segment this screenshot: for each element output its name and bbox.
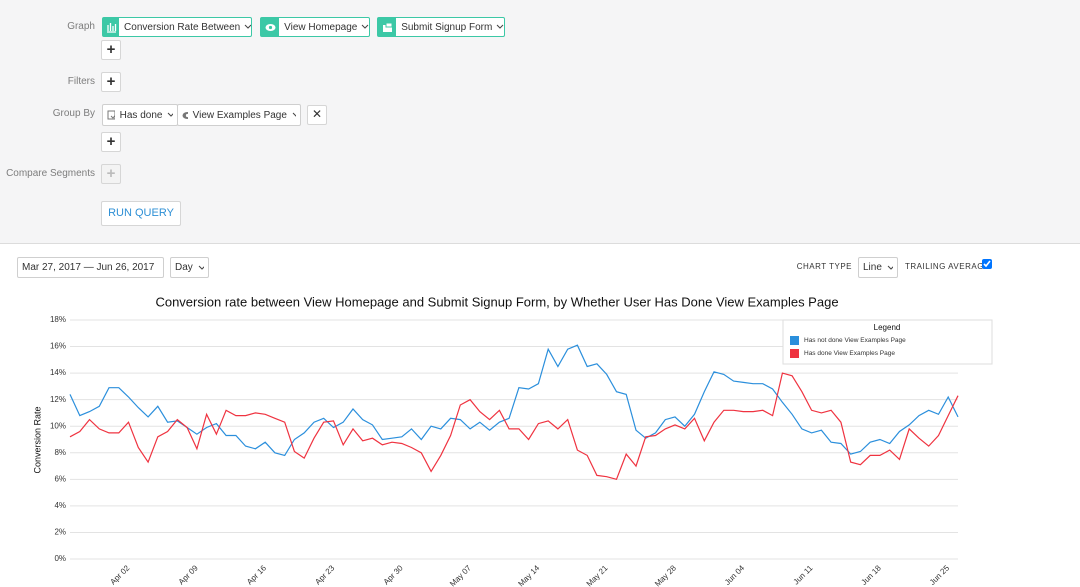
y-tick-label: 12%	[50, 395, 66, 404]
icon	[265, 23, 276, 31]
graph-item[interactable]: Submit Signup Form	[377, 17, 505, 37]
y-tick-label: 6%	[54, 474, 66, 483]
group-by-label: Group By	[52, 108, 95, 119]
x-tick-label: Jun 18	[859, 563, 883, 587]
add-filter-button[interactable]: +	[101, 72, 121, 92]
trailing-average-label: TRAILING AVERAGE	[905, 262, 990, 271]
add-group-button[interactable]: +	[101, 132, 121, 152]
y-tick-label: 18%	[50, 315, 66, 324]
x-tick-label: Apr 09	[177, 563, 200, 586]
chevron	[496, 24, 504, 29]
chevron	[198, 265, 204, 270]
chevron	[292, 112, 296, 117]
icon	[182, 111, 188, 119]
trailing-average-checkbox[interactable]	[982, 259, 992, 269]
x-tick-label: May 21	[585, 563, 610, 587]
legend-title: Legend	[874, 323, 901, 332]
legend-box	[782, 319, 993, 365]
legend-swatch	[790, 336, 799, 345]
run-query-button[interactable]: RUN QUERY	[101, 201, 181, 226]
graph-item[interactable]: View Homepage	[260, 17, 370, 37]
chart-title: Conversion rate between View Homepage an…	[155, 294, 838, 309]
chart-type-text: Line	[863, 262, 882, 273]
x-tick-label: Jun 25	[928, 563, 952, 587]
date-range-select[interactable]: Mar 27, 2017 — Jun 26, 2017	[17, 257, 164, 278]
filters-label: Filters	[67, 76, 95, 87]
icon	[107, 110, 115, 119]
y-tick-label: 14%	[50, 368, 66, 377]
y-tick-label: 2%	[54, 528, 66, 537]
y-tick-label: 4%	[54, 501, 66, 510]
x-tick-label: May 14	[516, 563, 541, 587]
chevron	[244, 24, 251, 29]
y-axis-label: Conversion Rate	[32, 406, 42, 473]
group-by-text: View Examples Page	[192, 109, 287, 121]
interval-text: Day	[175, 262, 193, 273]
legend-swatch	[790, 349, 799, 358]
legend-label: Has done View Examples Page	[804, 350, 895, 357]
x-tick-label: Apr 16	[245, 563, 268, 586]
graph-item-text: Submit Signup Form	[401, 21, 493, 33]
chevron	[362, 24, 369, 29]
legend-label: Has not done View Examples Page	[804, 337, 906, 344]
icon	[382, 22, 393, 32]
legend: Legend Has not done View Examples Page Has…	[782, 319, 993, 365]
x-tick-label: May 07	[448, 563, 473, 587]
chart-type-select[interactable]: Line	[858, 257, 898, 278]
x-tick-label: Jun 11	[792, 563, 815, 586]
series-line	[69, 344, 959, 457]
y-tick-label: 0%	[54, 554, 66, 563]
group-by-condition[interactable]: Has done	[102, 104, 178, 126]
x-tick-label: Apr 23	[313, 563, 336, 586]
remove-group-button[interactable]: ✕	[307, 105, 327, 125]
group-by-event[interactable]: View Examples Page	[177, 104, 301, 126]
graph-item-text: Conversion Rate Between	[124, 21, 241, 33]
group-by-text: Has done	[119, 109, 163, 121]
chart: Conversion rate between View Homepage an…	[32, 294, 993, 587]
graph-label: Graph	[67, 21, 95, 32]
add-segment-button[interactable]: +	[101, 164, 121, 184]
date-range-text: Mar 27, 2017 — Jun 26, 2017	[22, 262, 155, 273]
icon	[106, 22, 116, 33]
add-graph-button[interactable]: +	[101, 40, 121, 60]
graph-item-text: View Homepage	[284, 21, 358, 33]
query-panel: Graph Conversion Rate Between View Homep…	[0, 0, 1080, 244]
interval-select[interactable]: Day	[170, 257, 209, 278]
x-tick-label: Jun 04	[723, 563, 747, 587]
series-line	[69, 372, 959, 481]
y-tick-label: 16%	[50, 342, 66, 351]
x-tick-label: May 28	[653, 563, 678, 587]
chevron	[887, 265, 893, 270]
x-tick-label: Apr 02	[108, 563, 131, 586]
chevron	[168, 112, 173, 117]
y-tick-label: 8%	[54, 448, 66, 457]
compare-label: Compare Segments	[6, 168, 95, 179]
y-tick-label: 10%	[50, 421, 66, 430]
chart-type-label: CHART TYPE	[796, 262, 852, 271]
x-tick-label: Apr 30	[382, 563, 405, 586]
graph-item[interactable]: Conversion Rate Between	[102, 17, 252, 37]
